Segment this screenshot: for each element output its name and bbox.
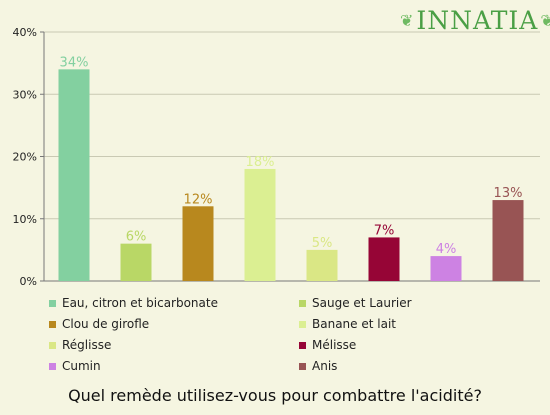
legend-swatch bbox=[49, 341, 56, 349]
legend-swatch bbox=[49, 320, 56, 328]
legend-label: Eau, citron et bicarbonate bbox=[62, 296, 218, 310]
y-tick-label: 20% bbox=[13, 151, 37, 164]
legend-swatch bbox=[299, 320, 306, 328]
legend-swatch bbox=[299, 362, 306, 370]
legend-swatch bbox=[299, 341, 306, 349]
data-label: 6% bbox=[126, 230, 147, 245]
data-label: 18% bbox=[246, 155, 275, 170]
legend-label: Cumin bbox=[62, 359, 101, 373]
brand-logo: ❦ INNATIA ❦ bbox=[398, 6, 550, 35]
legend-item: Réglisse bbox=[44, 335, 294, 355]
chart-title: Quel remède utilisez-vous pour combattre… bbox=[68, 386, 482, 405]
bar bbox=[368, 237, 400, 281]
bar bbox=[306, 249, 338, 281]
legend-swatch bbox=[49, 362, 56, 370]
bar bbox=[492, 200, 524, 281]
bar bbox=[120, 243, 152, 281]
legend-item: Sauge et Laurier bbox=[294, 293, 524, 313]
bar bbox=[58, 69, 90, 281]
legend-label: Anis bbox=[312, 359, 338, 373]
legend-item: Cumin bbox=[44, 356, 294, 376]
data-label: 4% bbox=[436, 242, 457, 257]
y-tick-label: 30% bbox=[13, 88, 37, 101]
data-label: 12% bbox=[184, 192, 213, 207]
legend-label: Banane et lait bbox=[312, 317, 396, 331]
data-label: 13% bbox=[494, 186, 523, 201]
legend-swatch bbox=[49, 299, 56, 307]
y-tick-label: 10% bbox=[13, 213, 37, 226]
y-tick-label: 40% bbox=[13, 26, 37, 39]
data-label: 34% bbox=[60, 55, 89, 70]
legend-label: Réglisse bbox=[62, 338, 112, 352]
bar bbox=[430, 256, 462, 281]
legend-item: Eau, citron et bicarbonate bbox=[44, 293, 294, 313]
legend-label: Clou de girofle bbox=[62, 317, 150, 331]
bar bbox=[182, 206, 214, 281]
data-label: 5% bbox=[312, 236, 333, 251]
bar bbox=[244, 168, 276, 281]
legend-item: Clou de girofle bbox=[44, 314, 294, 334]
legend-item: Anis bbox=[294, 356, 524, 376]
data-label: 7% bbox=[374, 223, 395, 238]
legend-swatch bbox=[299, 299, 306, 307]
legend-item: Mélisse bbox=[294, 335, 524, 355]
leaf-icon: ❦ bbox=[400, 11, 415, 30]
chart-legend: Eau, citron et bicarbonate Sauge et Lauri… bbox=[44, 293, 524, 376]
legend-label: Mélisse bbox=[312, 338, 357, 352]
leaf-icon: ❦ bbox=[540, 11, 550, 30]
legend-label: Sauge et Laurier bbox=[312, 296, 412, 310]
brand-name: INNATIA bbox=[416, 6, 539, 35]
legend-item: Banane et lait bbox=[294, 314, 524, 334]
y-tick-label: 0% bbox=[20, 275, 37, 288]
